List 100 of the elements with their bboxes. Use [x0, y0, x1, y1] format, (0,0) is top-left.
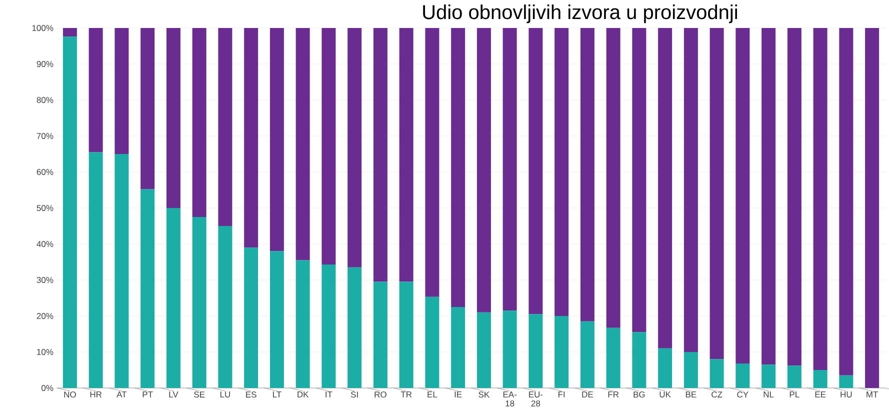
x-tick-label: UK [660, 392, 671, 398]
bar [451, 28, 466, 307]
bar [244, 248, 258, 388]
x-tick-label: FR [608, 392, 619, 398]
bar [348, 267, 362, 388]
bar [813, 28, 828, 370]
bar [632, 332, 646, 388]
bar [62, 36, 77, 388]
bar [270, 251, 284, 388]
bar [322, 28, 336, 265]
bar [218, 28, 232, 226]
bar [88, 152, 103, 388]
bar [580, 321, 594, 388]
x-tick-label: MT [866, 392, 878, 398]
bar [425, 296, 440, 388]
bar [192, 28, 206, 217]
bar [166, 208, 180, 388]
bar [451, 306, 466, 388]
x-tick-label: IE [454, 392, 462, 398]
bar [399, 282, 414, 388]
x-tick-label: NL [764, 392, 774, 398]
x-tick-label: HR [90, 392, 102, 398]
x-tick-label: HU [840, 392, 852, 398]
y-tick-label: 80% [36, 96, 54, 103]
bar [296, 28, 310, 260]
x-tick-label: SI [350, 392, 358, 398]
chart-title: Udio obnovljivih izvora u proizvodnji [423, 4, 737, 24]
bar [192, 216, 206, 388]
bar [528, 314, 543, 388]
bar [140, 189, 155, 388]
bar [528, 28, 543, 314]
x-tick-label: AT [116, 392, 127, 398]
x-tick-label: CZ [712, 392, 722, 398]
bar [166, 28, 180, 208]
bar [476, 28, 491, 312]
x-tick-label: NO [64, 392, 76, 398]
x-tick-label: SE [194, 392, 205, 398]
x-tick-label: FI [558, 392, 565, 398]
bar [218, 226, 232, 388]
bar [425, 28, 440, 297]
x-tick-label: EA-18 [503, 392, 517, 406]
bar [322, 264, 336, 388]
bar [658, 348, 672, 388]
bar [502, 310, 517, 388]
bar [762, 28, 776, 365]
x-tick-label: CY [737, 392, 748, 398]
x-tick-label: DK [298, 392, 309, 398]
bar [762, 364, 776, 388]
y-tick-label: 20% [36, 312, 54, 319]
y-tick-label: 70% [36, 132, 54, 139]
bar [399, 28, 414, 282]
bar [373, 28, 388, 282]
bar [554, 316, 569, 388]
bar [865, 28, 880, 388]
bar [710, 28, 724, 360]
x-tick-label: PT [142, 392, 153, 398]
bar [476, 312, 491, 388]
bar [270, 28, 284, 252]
x-tick-label: LV [169, 392, 178, 398]
bar [606, 328, 620, 388]
x-tick-label: BE [686, 392, 696, 398]
y-tick-label: 60% [36, 168, 54, 175]
bar [684, 28, 698, 352]
bar [632, 28, 646, 332]
bar [606, 28, 620, 328]
y-tick-label: 30% [36, 276, 54, 283]
bar [114, 154, 129, 388]
x-tick-label: RO [374, 392, 386, 398]
x-tick-label: EE [815, 392, 826, 398]
bar [580, 28, 594, 322]
y-tick-label: 100% [32, 24, 54, 31]
x-tick-label: PL [790, 392, 800, 398]
x-tick-label: LT [272, 392, 282, 398]
bar [839, 28, 854, 376]
bar [813, 370, 828, 388]
bar [839, 375, 854, 388]
y-tick-label: 10% [37, 348, 54, 355]
bar [296, 260, 310, 388]
bar [348, 28, 362, 268]
bar [62, 28, 77, 37]
bar [373, 282, 388, 388]
bar [658, 28, 672, 348]
bar [787, 28, 802, 366]
x-tick-label: EU-28 [529, 392, 543, 406]
x-tick-label: EL [428, 392, 438, 398]
x-tick-label: LU [220, 392, 230, 398]
x-tick-label: ES [246, 392, 256, 398]
x-tick-label: DE [582, 392, 593, 398]
bar [114, 28, 129, 154]
bar [787, 366, 802, 388]
y-tick-label: 90% [36, 60, 54, 67]
bar [684, 352, 698, 388]
bar [554, 28, 569, 316]
bar [736, 364, 750, 388]
bar [88, 28, 103, 152]
bar [736, 28, 750, 364]
x-tick-label: IT [326, 392, 332, 398]
bar [502, 28, 517, 311]
x-tick-label: SK [478, 392, 490, 398]
bar [244, 28, 258, 248]
